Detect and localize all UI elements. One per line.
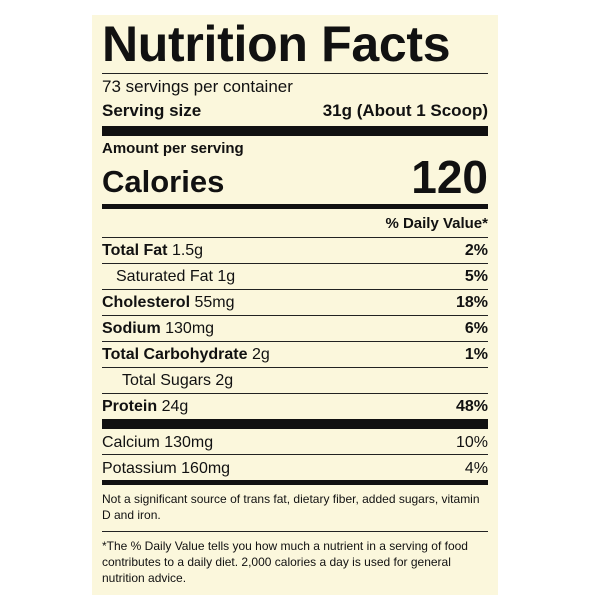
nutrient-row: Total Fat 1.5g 2% [102,238,488,263]
mineral-name: Calcium 130mg [102,434,214,451]
nutrient-amount: 24g [161,398,189,415]
nutrient-row: Protein 24g 48% [102,393,488,419]
thick-bar [102,419,488,429]
mineral-row: Calcium 130mg 10% [102,429,488,454]
nutrient-name: Saturated Fat [116,268,213,285]
daily-value-header: % Daily Value* [385,215,488,232]
nutrient-amount: 1g [217,268,236,285]
nutrient-dv: 5% [464,268,488,285]
mineral-dv: 10% [455,434,488,451]
nutrient-name: Total Fat [102,242,168,259]
nutrient-amount: 2g [251,346,270,363]
nutrient-row: Sodium 130mg 6% [102,315,488,341]
nutrient-amount: 2g [215,372,234,389]
serving-size-value: 31g (About 1 Scoop) [322,101,488,120]
medium-bar [102,480,488,485]
mineral-row: Potassium 160mg 4% [102,454,488,480]
nutrient-name: Total Sugars [122,372,211,389]
nutrient-row: Cholesterol 55mg 18% [102,289,488,315]
nutrient-dv: 6% [464,320,488,337]
nutrient-row: Total Carbohydrate 2g 1% [102,341,488,367]
calories-value: 120 [411,151,488,203]
nutrient-name: Cholesterol [102,294,191,311]
mineral-dv: 4% [464,460,488,477]
nutrient-dv: 2% [464,242,488,259]
amount-label: Amount per serving [102,140,244,157]
nutrient-dv: 18% [455,294,488,311]
serving-size-label: Serving size [102,101,202,120]
servings: 73 servings per container [102,77,293,96]
nutrient-amount: 1.5g [171,242,204,259]
nutrient-amount: 130mg [165,320,215,337]
nutrient-name: Protein [102,398,158,415]
mineral-name: Potassium 160mg [102,460,231,477]
medium-bar [102,204,488,209]
footnote: *The % Daily Value tells you how much a … [102,539,468,585]
serving-size: Serving size 31g (About 1 Scoop) [102,98,488,126]
calories-row: Calories 120 [102,151,488,203]
nutrient-dv: 1% [464,346,488,363]
nutrient-name: Total Carbohydrate [102,346,248,363]
nutrient-dv: 48% [455,398,488,415]
nutrient-row: Total Sugars 2g [102,367,488,393]
nutrient-amount: 55mg [194,294,235,311]
nutrient-list: Total Fat 1.5g 2% Saturated Fat 1g 5% Chol… [102,238,488,419]
rule [102,73,488,74]
footnote: Not a significant source of trans fat, d… [102,492,480,522]
nutrient-row: Saturated Fat 1g 5% [102,263,488,289]
nutrient-name: Sodium [102,320,161,337]
title: Nutrition Facts [102,16,451,72]
thick-bar [102,126,488,136]
calories-label: Calories [102,164,225,199]
rule [102,237,488,238]
nutrition-label: Nutrition Facts 73 servings per containe… [92,15,498,595]
rule [102,531,488,532]
